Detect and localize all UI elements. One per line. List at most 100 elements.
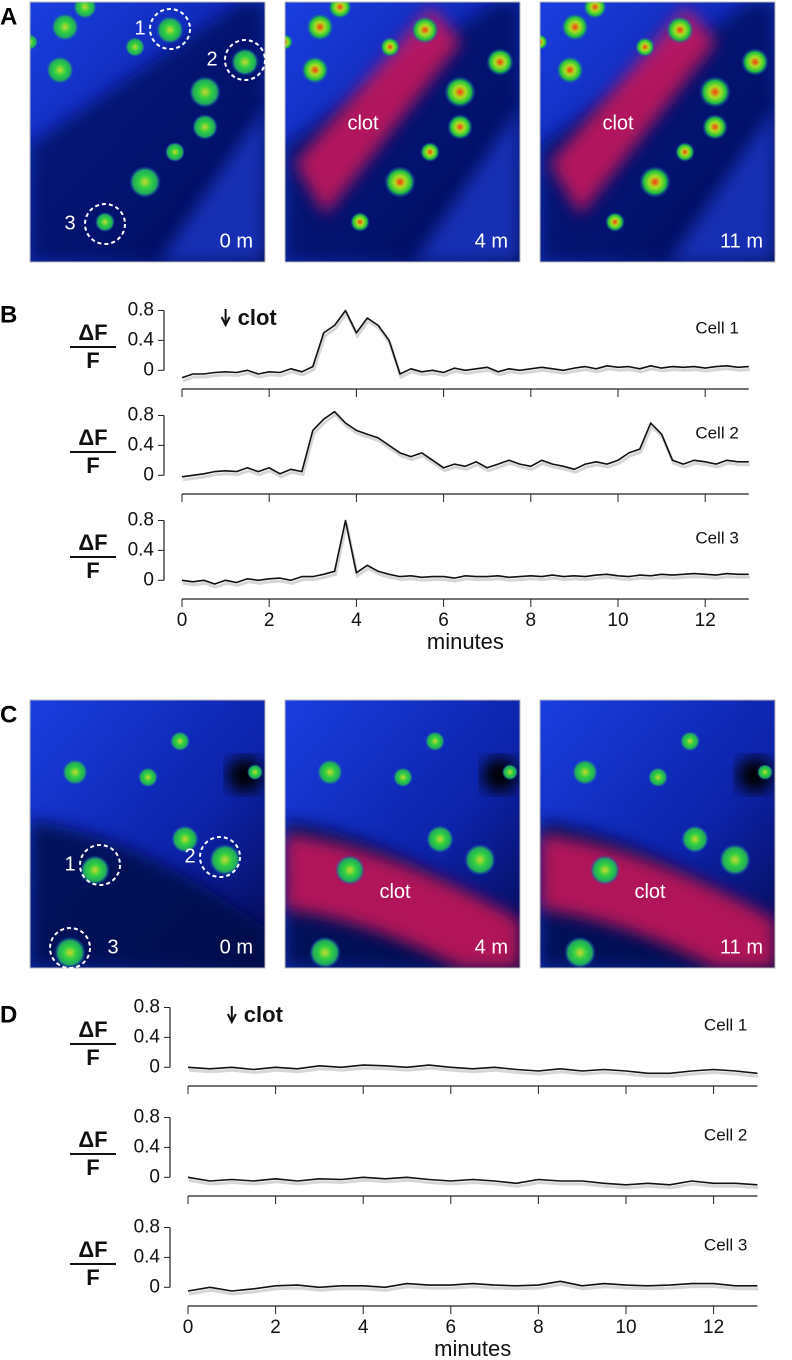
x-axis-label: minutes bbox=[434, 1336, 511, 1360]
clot-annotation: clot bbox=[244, 1002, 284, 1027]
cell bbox=[306, 13, 334, 41]
y-label-denominator: F bbox=[86, 558, 99, 583]
x-tick-label: 2 bbox=[264, 610, 275, 631]
trace-shadow bbox=[182, 310, 750, 383]
cell-number: 2 bbox=[184, 845, 195, 867]
cell bbox=[125, 37, 145, 57]
cell bbox=[46, 56, 74, 84]
y-label-numerator: ΔF bbox=[78, 530, 107, 555]
y-tick-label: 0.4 bbox=[134, 1136, 161, 1157]
cell bbox=[464, 843, 496, 876]
y-tick-label: 0 bbox=[149, 1166, 160, 1187]
cell bbox=[681, 825, 709, 854]
x-tick-label: 4 bbox=[351, 610, 362, 631]
cell bbox=[73, 2, 97, 19]
series-name: Cell 3 bbox=[695, 528, 738, 547]
y-tick-label: 0 bbox=[143, 359, 154, 380]
cell bbox=[572, 759, 598, 786]
cell bbox=[702, 114, 728, 140]
micrograph bbox=[285, 2, 520, 262]
y-tick-label: 0.4 bbox=[128, 539, 155, 560]
cell bbox=[189, 76, 221, 108]
micrograph bbox=[30, 700, 265, 968]
dark-region bbox=[669, 106, 775, 262]
image-border bbox=[29, 699, 266, 969]
cell bbox=[486, 48, 514, 76]
cell bbox=[192, 114, 218, 140]
trace-shadow bbox=[188, 1066, 759, 1078]
clot-label: clot bbox=[347, 112, 379, 134]
cell bbox=[30, 34, 38, 50]
cell bbox=[605, 212, 625, 232]
cell bbox=[129, 166, 161, 198]
y-tick-label: 0.4 bbox=[134, 1026, 161, 1047]
panel-label: B bbox=[0, 301, 17, 328]
x-tick-label: 4 bbox=[358, 1317, 369, 1338]
cell bbox=[699, 76, 731, 108]
cell bbox=[285, 34, 293, 50]
x-tick-label: 12 bbox=[703, 1317, 724, 1338]
micrograph bbox=[540, 700, 775, 968]
dark-region bbox=[159, 106, 265, 262]
panel-label: D bbox=[0, 1001, 17, 1028]
y-label-numerator: ΔF bbox=[78, 1237, 107, 1262]
trace bbox=[181, 410, 749, 478]
x-tick-label: 6 bbox=[446, 1317, 457, 1338]
y-label-denominator: F bbox=[86, 1265, 99, 1290]
cell bbox=[444, 76, 476, 108]
cell bbox=[666, 16, 694, 44]
y-label-numerator: ΔF bbox=[78, 1017, 107, 1042]
cell-number: 3 bbox=[64, 212, 75, 234]
trace-shadow bbox=[182, 523, 750, 589]
clot-region bbox=[295, 7, 462, 216]
y-label-denominator: F bbox=[86, 348, 99, 373]
cell bbox=[639, 166, 671, 198]
cell bbox=[675, 142, 695, 162]
time-label: 0 m bbox=[220, 230, 253, 252]
image-border bbox=[284, 699, 521, 969]
clot-label: clot bbox=[634, 881, 666, 903]
trace bbox=[187, 1064, 758, 1075]
x-tick-label: 0 bbox=[183, 1317, 194, 1338]
cell bbox=[209, 843, 241, 876]
x-tick-label: 10 bbox=[607, 610, 628, 631]
cell bbox=[540, 34, 548, 50]
cell bbox=[426, 825, 454, 854]
trace bbox=[181, 309, 749, 379]
x-tick-label: 0 bbox=[177, 610, 188, 631]
y-tick-label: 0.4 bbox=[128, 434, 155, 455]
y-tick-label: 0 bbox=[143, 569, 154, 590]
cell bbox=[556, 56, 584, 84]
x-tick-label: 6 bbox=[438, 610, 449, 631]
clot-arrow bbox=[220, 309, 231, 328]
cell bbox=[380, 37, 400, 57]
time-label: 4 m bbox=[475, 230, 508, 252]
cell bbox=[393, 767, 413, 788]
y-label-numerator: ΔF bbox=[78, 320, 107, 345]
cell-number: 3 bbox=[107, 936, 118, 958]
cell bbox=[170, 731, 190, 752]
x-tick-label: 2 bbox=[270, 1317, 281, 1338]
cell bbox=[635, 37, 655, 57]
time-label: 0 m bbox=[220, 936, 253, 958]
y-tick-label: 0 bbox=[143, 464, 154, 485]
x-tick-label: 8 bbox=[533, 1317, 544, 1338]
cell bbox=[328, 2, 352, 19]
cell bbox=[590, 855, 620, 886]
x-tick-label: 10 bbox=[615, 1317, 636, 1338]
series-name: Cell 1 bbox=[704, 1015, 747, 1034]
cell-circle bbox=[149, 8, 191, 50]
cell bbox=[420, 142, 440, 162]
cell bbox=[80, 855, 110, 886]
cell bbox=[384, 166, 416, 198]
clot-arrow bbox=[226, 1006, 237, 1025]
cell bbox=[447, 114, 473, 140]
panel-label: A bbox=[0, 3, 17, 30]
trace bbox=[187, 1280, 758, 1292]
cell bbox=[425, 731, 445, 752]
time-label: 4 m bbox=[475, 936, 508, 958]
y-label-numerator: ΔF bbox=[78, 1127, 107, 1152]
y-tick-label: 0 bbox=[149, 1276, 160, 1297]
image-border bbox=[284, 1, 521, 263]
